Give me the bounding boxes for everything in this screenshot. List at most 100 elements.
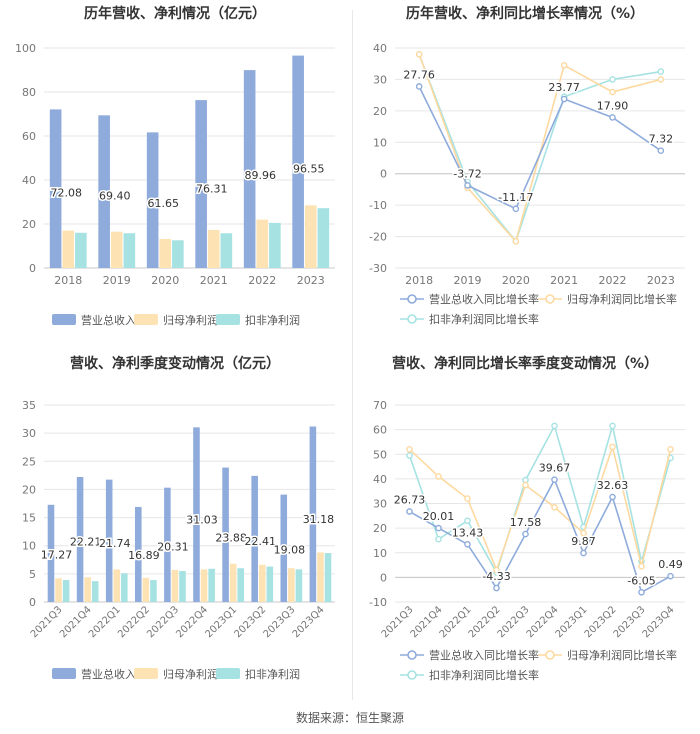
y-tick-label: 20 <box>22 483 36 496</box>
data-label: -3.72 <box>453 167 481 180</box>
data-label: -4.33 <box>482 570 510 583</box>
series-line <box>408 443 672 573</box>
bar <box>146 132 159 268</box>
data-label: 23.88 <box>215 532 247 545</box>
bar <box>251 475 258 602</box>
data-point <box>560 61 568 69</box>
bar <box>123 233 136 268</box>
x-tick-label: 2018 <box>54 274 82 287</box>
y-tick-label: 30 <box>373 73 387 86</box>
data-point <box>435 473 442 480</box>
bar <box>222 467 229 602</box>
bar <box>237 568 244 602</box>
bar <box>84 577 91 602</box>
data-label: 16.89 <box>128 549 160 562</box>
data-point <box>406 508 413 515</box>
legend-label: 归母净利润同比增长率 <box>567 292 677 306</box>
y-tick-label: 40 <box>373 473 387 486</box>
data-point <box>493 584 500 592</box>
data-point <box>657 147 665 155</box>
data-label: 31.03 <box>186 513 218 526</box>
chart-title: 历年营收、净利情况（亿元） <box>84 5 266 22</box>
data-label: 27.76 <box>403 68 435 81</box>
legend-swatch <box>216 668 240 679</box>
data-label: 17.90 <box>597 99 629 112</box>
data-point <box>609 493 616 501</box>
bar <box>75 232 87 268</box>
data-point <box>609 76 616 83</box>
y-tick-label: 70 <box>373 399 387 412</box>
annual-revenue-profit-chart: 历年营收、净利情况（亿元） 0 20 40 60 80 100 2018 2019 2020 202… <box>0 0 350 350</box>
data-label: 21.74 <box>99 537 131 550</box>
data-point <box>435 535 442 543</box>
bar <box>121 573 128 602</box>
y-tick-label: 10 <box>373 136 387 149</box>
bar <box>258 564 266 602</box>
legend-label: 扣非净利润同比增长率 <box>429 312 539 326</box>
legend-swatch <box>52 314 76 325</box>
x-tick-label: 2020 <box>502 274 530 287</box>
data-point <box>609 114 616 121</box>
y-tick-label: 10 <box>373 547 387 560</box>
bar <box>229 563 237 602</box>
bar <box>105 479 113 602</box>
y-tick-label: -10 <box>369 596 387 609</box>
bar <box>292 55 304 269</box>
y-tick-label: 20 <box>373 105 387 118</box>
x-tick-label: 2023Q4 <box>641 604 677 640</box>
data-label: 61.65 <box>148 197 180 210</box>
data-point <box>638 562 645 570</box>
x-tick-label: 2022 <box>248 274 276 287</box>
bar <box>317 208 330 268</box>
series-line <box>418 54 661 243</box>
data-label: 39.67 <box>539 462 571 475</box>
bar <box>55 578 62 602</box>
data-point <box>522 481 529 489</box>
bar <box>288 568 295 602</box>
series-line <box>418 86 662 210</box>
data-label: 7.32 <box>649 133 674 146</box>
legend-label: 归母净利润同比增长率 <box>567 648 677 662</box>
data-point <box>551 503 558 511</box>
data-point <box>493 566 500 574</box>
data-point <box>512 237 520 245</box>
chart-title: 历年营收、净利同比增长率情况（%） <box>406 5 644 22</box>
data-label: 23.77 <box>548 81 580 94</box>
data-point <box>580 549 587 557</box>
legend-swatch <box>52 668 76 679</box>
y-tick-label: 80 <box>22 86 36 99</box>
data-label: 17.27 <box>41 548 73 561</box>
legend-marker <box>407 294 417 304</box>
bar <box>195 100 207 268</box>
bar <box>317 552 324 602</box>
x-tick-label: 2023 <box>297 274 325 287</box>
y-tick-label: 10 <box>22 540 36 553</box>
data-point <box>435 524 442 532</box>
quarterly-growth-rate-chart: 营收、净利同比增长率季度变动情况（%） -10 0 10 20 30 40 50 60 70 202… <box>350 350 700 702</box>
legend-swatch <box>134 668 158 679</box>
x-tick-label: 2019 <box>103 274 131 287</box>
data-point <box>551 476 558 483</box>
data-label: 20.01 <box>423 510 455 523</box>
y-tick-label: 20 <box>373 522 387 535</box>
bar <box>256 219 269 268</box>
data-label: 76.31 <box>196 182 228 195</box>
y-tick-label: -10 <box>369 199 387 212</box>
bar <box>309 426 317 602</box>
data-point <box>406 452 413 459</box>
y-tick-label: -30 <box>369 262 387 275</box>
data-label: 19.08 <box>274 544 306 557</box>
data-point <box>657 76 665 83</box>
bar <box>304 205 317 268</box>
legend-swatch <box>134 314 158 325</box>
data-point <box>406 446 413 453</box>
chart-title: 营收、净利季度变动情况（亿元） <box>70 355 280 372</box>
data-point <box>657 68 665 75</box>
bar <box>295 569 303 602</box>
bar <box>179 571 186 602</box>
data-label: 20.31 <box>157 541 189 554</box>
legend-label: 扣非净利润同比增长率 <box>429 668 539 682</box>
y-tick-label: 5 <box>29 568 36 581</box>
bar <box>207 229 220 268</box>
data-point <box>464 495 471 502</box>
